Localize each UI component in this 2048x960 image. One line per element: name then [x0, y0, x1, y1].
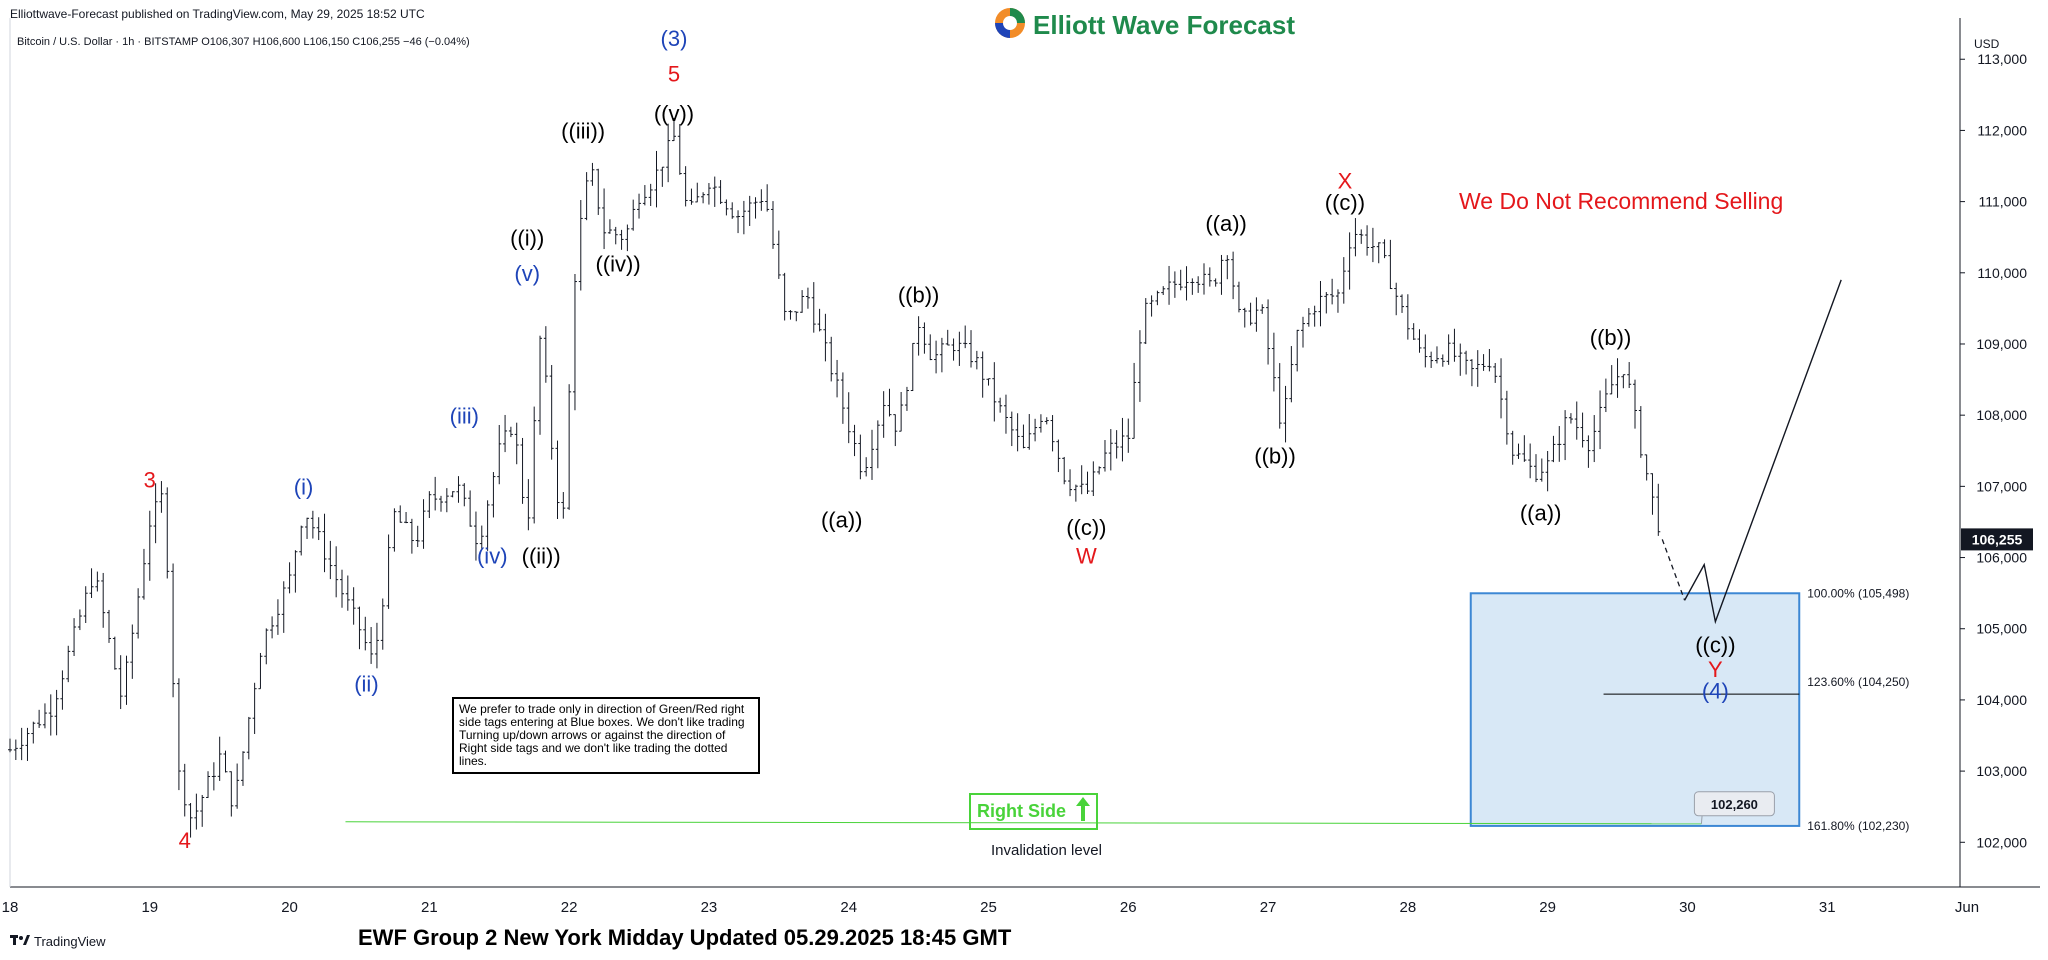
wave-label: ((a)): [1520, 501, 1562, 526]
invalidation-line: [345, 821, 1702, 825]
footer-title: EWF Group 2 New York Midday Updated 05.2…: [358, 925, 1012, 950]
wave-label: (v): [514, 261, 540, 286]
y-tick-label: 107,000: [1976, 478, 2027, 494]
y-tick-label: 105,000: [1976, 621, 2027, 637]
x-tick-label: 28: [1400, 899, 1417, 916]
wave-label: ((ii)): [522, 543, 561, 568]
fib-label: 100.00% (105,498): [1807, 586, 1909, 600]
wave-label: (ii): [354, 671, 378, 696]
symbol-line: Bitcoin / U.S. Dollar · 1h · BITSTAMP O1…: [17, 36, 470, 48]
wave-label: ((iv)): [595, 251, 640, 276]
x-tick-label: 25: [980, 899, 997, 916]
wave-label: X: [1338, 168, 1353, 193]
y-tick-label: 103,000: [1976, 763, 2027, 779]
wave-label: ((c)): [1695, 632, 1735, 657]
x-tick-label: 31: [1819, 899, 1836, 916]
y-tick-label: 109,000: [1976, 336, 2027, 352]
projection-line: [1684, 279, 1842, 625]
projection-dotted: [1661, 539, 1686, 601]
ewf-logo-icon: [993, 6, 1027, 45]
warning-text: We Do Not Recommend Selling: [1459, 188, 1784, 214]
wave-label: ((i)): [510, 225, 544, 250]
fib-label: 161.80% (102,230): [1807, 819, 1909, 833]
x-tick-label: 26: [1120, 899, 1137, 916]
tradingview-logo[interactable]: TradingView: [10, 934, 106, 949]
wave-label: (iv): [477, 543, 508, 568]
x-tick-label: 21: [421, 899, 438, 916]
tradingview-icon: [10, 934, 30, 949]
wave-label: (iii): [450, 403, 479, 428]
y-tick-label: 104,000: [1976, 692, 2027, 708]
y-tick-label: 111,000: [1978, 194, 2027, 210]
current-price-tag: [1961, 528, 2033, 551]
wave-label: W: [1076, 543, 1097, 568]
wave-label: ((a)): [1205, 211, 1247, 236]
wave-label: ((c)): [1066, 515, 1106, 540]
x-tick-label: 22: [561, 899, 578, 916]
wave-label: 4: [179, 828, 191, 853]
wave-label: 5: [668, 62, 680, 87]
x-tick-label: 27: [1260, 899, 1277, 916]
blue-box-zone: 100.00% (105,498) 123.60% (104,250) 161.80…: [345, 586, 1909, 833]
y-tick-label: 110,000: [1977, 265, 2027, 281]
wave-label: Y: [1708, 657, 1723, 682]
candles: [8, 118, 1661, 838]
y-unit-label: USD: [1974, 37, 2000, 51]
wave-label: (3): [661, 26, 688, 51]
axes: 113,000 112,000 111,000 110,000 109,000 108,0…: [2, 37, 2033, 916]
x-tick-label: 18: [2, 899, 19, 916]
x-tick-label: 19: [141, 899, 158, 916]
tradingview-text: TradingView: [34, 934, 106, 949]
x-tick-label: 29: [1539, 899, 1556, 916]
wave-label: ((b)): [898, 282, 940, 307]
current-price-text: 106,255: [1972, 531, 2023, 547]
wave-labels: 3 4 (i) (ii) (iii) (iv) (v) ((i)) ((ii)) ((iii)) (…: [144, 26, 1736, 853]
arrow-up-icon: [1076, 797, 1090, 826]
wave-label: ((iii)): [561, 119, 605, 144]
wave-label: ((c)): [1325, 190, 1365, 215]
right-side-label: Right Side: [977, 801, 1066, 821]
wave-label: (4): [1702, 679, 1729, 704]
x-tick-label: 30: [1679, 899, 1696, 916]
x-tick-label: 24: [840, 899, 857, 916]
logo-text: Elliott Wave Forecast: [1033, 10, 1295, 40]
published-line: Elliottwave-Forecast published on Tradin…: [10, 7, 425, 21]
y-tick-label: 106,000: [1976, 550, 2027, 566]
blue-box: [1469, 592, 1801, 827]
price-tag-text: 102,260: [1711, 797, 1758, 812]
price-tag-box: [1693, 791, 1775, 817]
y-tick-label: 102,000: [1976, 834, 2027, 850]
brand-logo[interactable]: Elliott Wave Forecast: [993, 6, 1295, 45]
y-tick-label: 113,000: [1977, 51, 2027, 67]
x-tick-label: 23: [701, 899, 718, 916]
projection-path: [1661, 279, 1842, 625]
fib-label: 123.60% (104,250): [1807, 675, 1909, 689]
x-tick-label: 20: [281, 899, 298, 916]
wave-label: (i): [294, 475, 314, 500]
right-side-tag: Right Side: [969, 793, 1098, 830]
wave-label: ((b)): [1590, 325, 1632, 350]
y-tick-label: 112,000: [1977, 122, 2027, 138]
wave-label: ((a)): [821, 508, 863, 533]
wave-label: ((v)): [654, 101, 694, 126]
x-tick-label: Jun: [1955, 899, 1979, 916]
invalidation-label: Invalidation level: [991, 842, 1102, 859]
y-tick-label: 108,000: [1976, 407, 2027, 423]
wave-label: 3: [144, 467, 156, 492]
wave-label: ((b)): [1254, 444, 1296, 469]
trading-note: We prefer to trade only in direction of …: [452, 697, 760, 774]
